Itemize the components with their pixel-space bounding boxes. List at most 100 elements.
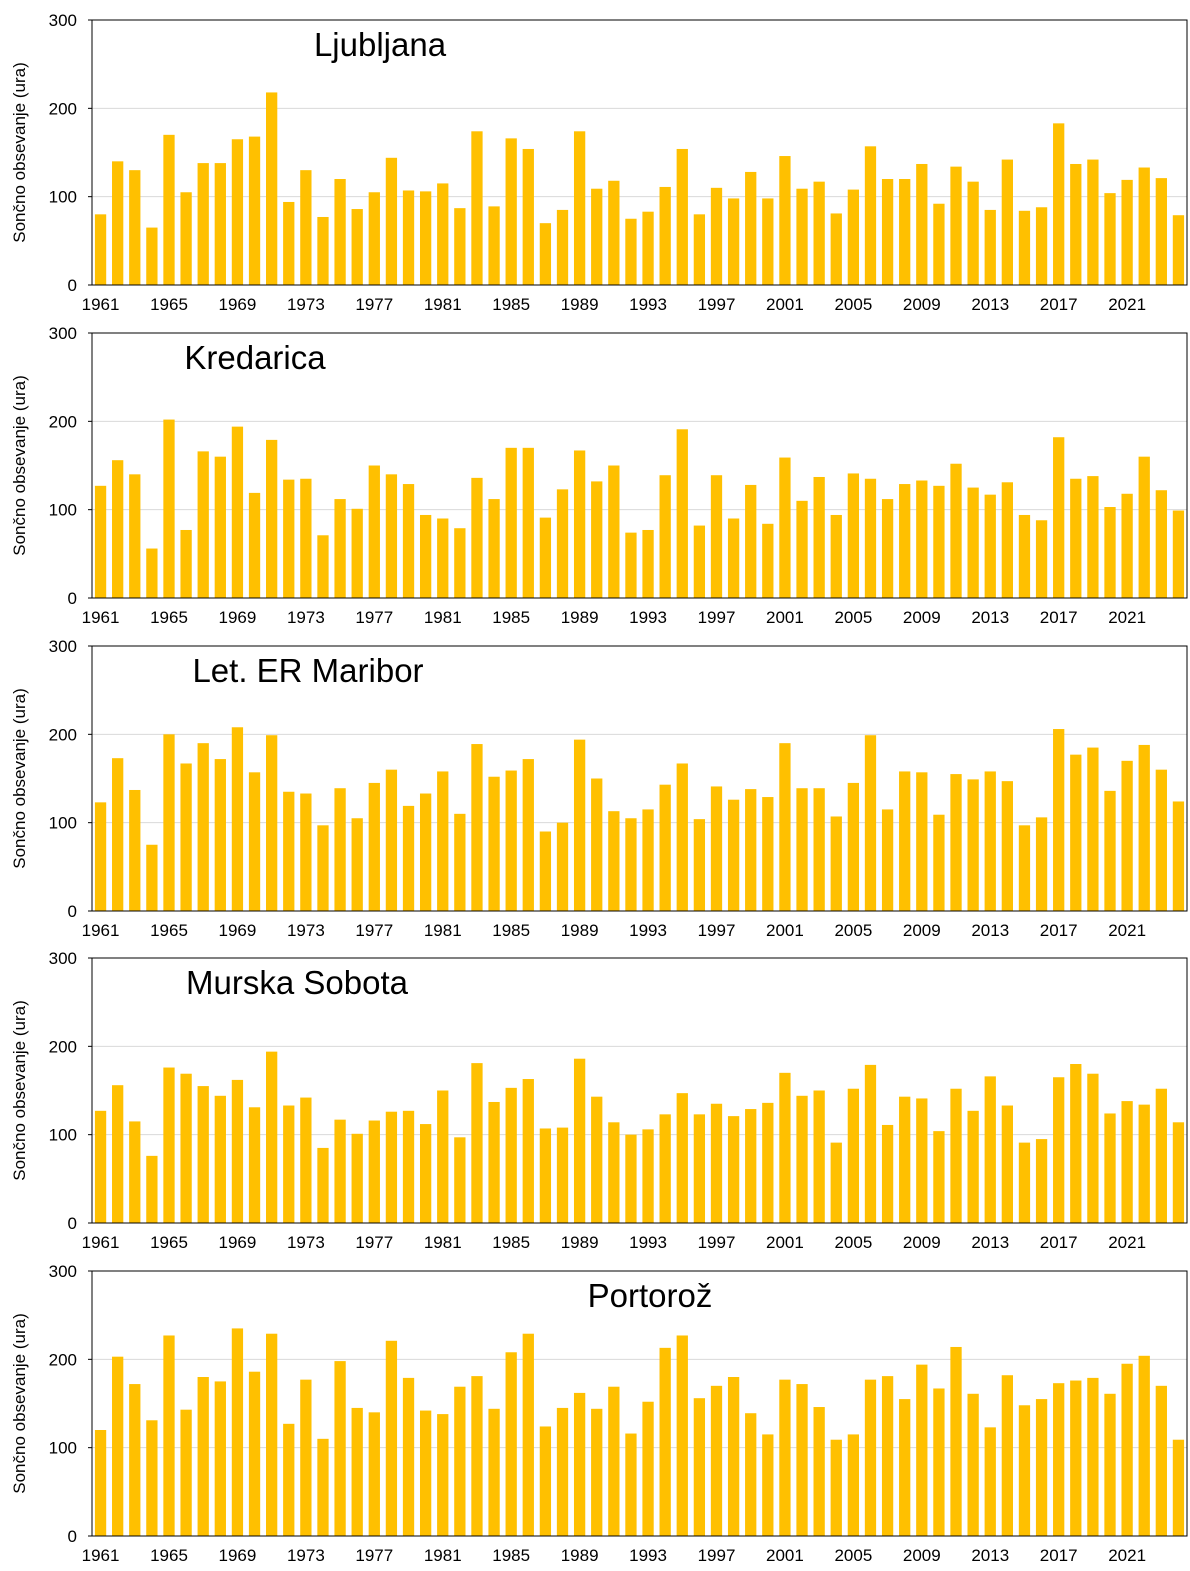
bar (573, 1058, 586, 1223)
x-tick-label: 2017 (1040, 295, 1078, 314)
bar (539, 517, 552, 598)
bar (762, 797, 774, 911)
y-tick-label: 200 (49, 1350, 77, 1369)
bar (454, 208, 466, 285)
bar (94, 1110, 107, 1223)
bar (625, 1433, 637, 1536)
bar (197, 1377, 209, 1536)
x-tick-label: 2013 (971, 1546, 1009, 1565)
bar (248, 492, 261, 598)
x-tick-label: 1985 (492, 295, 530, 314)
bar (334, 499, 346, 598)
x-tick-label: 2001 (766, 1546, 804, 1565)
bar (505, 1352, 517, 1536)
x-tick-label: 2021 (1108, 1546, 1146, 1565)
bar (950, 463, 962, 598)
bar (1087, 1073, 1099, 1223)
x-tick-label: 2005 (834, 921, 872, 940)
bar (1104, 1393, 1116, 1536)
bar (933, 203, 945, 285)
bar (471, 1376, 483, 1536)
bar (488, 776, 500, 911)
bar (642, 211, 654, 285)
bar (676, 1093, 688, 1223)
bar (471, 477, 483, 598)
bar (1172, 801, 1185, 911)
x-tick-label: 1985 (492, 1546, 530, 1565)
y-tick-label: 200 (49, 412, 77, 431)
bar (573, 131, 586, 285)
bar (881, 499, 894, 598)
bar (1172, 1122, 1185, 1223)
x-tick-label: 1989 (561, 1233, 599, 1252)
y-axis-label: Sončno obsevanje (ura) (10, 688, 29, 869)
bar (454, 528, 466, 598)
bar (625, 818, 637, 911)
bar (796, 1095, 808, 1223)
y-tick-label: 0 (68, 276, 77, 295)
x-tick-label: 2021 (1108, 921, 1146, 940)
x-tick-label: 1981 (424, 608, 462, 627)
bar (522, 759, 534, 911)
bar (727, 518, 740, 598)
bar (317, 1438, 329, 1536)
bar (351, 1133, 363, 1223)
bar (283, 791, 295, 911)
bar (94, 485, 107, 598)
x-tick-label: 2005 (834, 295, 872, 314)
bar (710, 1103, 723, 1223)
bar (642, 809, 654, 911)
bar (1138, 1104, 1150, 1223)
y-tick-label: 100 (49, 188, 77, 207)
bar (676, 148, 688, 285)
bar (351, 508, 363, 598)
bar (214, 759, 226, 911)
plot-frame (91, 645, 1188, 912)
bar (591, 1096, 603, 1223)
bar (864, 735, 877, 911)
bar (830, 816, 842, 911)
bar (745, 1109, 757, 1223)
bar (847, 782, 860, 911)
bar (437, 183, 449, 285)
bar (899, 484, 911, 598)
x-tick-label: 2009 (903, 1233, 941, 1252)
bar (1138, 1355, 1150, 1536)
bar (984, 494, 996, 598)
bar (1035, 207, 1048, 285)
bar (317, 825, 329, 911)
bar (659, 186, 671, 285)
x-tick-label: 1985 (492, 921, 530, 940)
bar (1001, 482, 1013, 598)
x-tick-label: 2001 (766, 1233, 804, 1252)
chart-title: Portorož (588, 1277, 713, 1314)
bar (1053, 1383, 1065, 1536)
bar (334, 179, 346, 285)
bar (266, 439, 278, 598)
bar (847, 1434, 860, 1536)
bar (197, 743, 209, 911)
bar (505, 447, 517, 598)
bar (112, 1085, 124, 1223)
bar (573, 450, 586, 598)
bar (899, 179, 911, 285)
bar (505, 770, 517, 911)
bar (1070, 163, 1082, 285)
y-tick-label: 200 (49, 725, 77, 744)
x-tick-label: 2021 (1108, 1233, 1146, 1252)
bar (813, 1407, 825, 1536)
bar (1001, 1375, 1013, 1536)
bar (984, 771, 996, 911)
bar (830, 213, 842, 285)
bar (317, 1147, 329, 1223)
bar (419, 1410, 432, 1536)
bar (1018, 825, 1031, 911)
bar (1087, 747, 1099, 911)
bar (1035, 1399, 1048, 1536)
bar (779, 1379, 791, 1536)
bar (796, 1384, 808, 1536)
bar (676, 1335, 688, 1536)
bar (129, 170, 141, 285)
plot-frame (91, 19, 1188, 286)
